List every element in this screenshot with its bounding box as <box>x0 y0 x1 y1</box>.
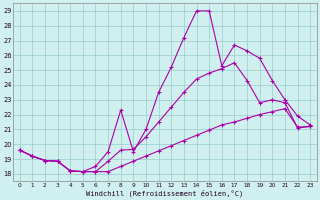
X-axis label: Windchill (Refroidissement éolien,°C): Windchill (Refroidissement éolien,°C) <box>86 189 244 197</box>
